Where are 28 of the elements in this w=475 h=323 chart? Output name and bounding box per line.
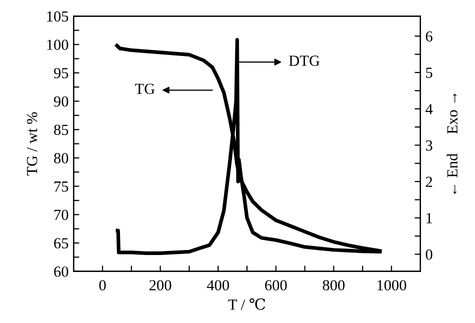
- x-axis-title: T / ℃: [228, 298, 266, 310]
- x-tick-label: 1000: [378, 280, 406, 290]
- y2-tick-label: 5: [426, 68, 432, 78]
- y-tick-label: 85: [54, 124, 68, 136]
- y-tick-label: 100: [47, 40, 68, 50]
- annotation: TG: [135, 84, 155, 94]
- x-tick-label: 0: [99, 280, 106, 290]
- y-tick-label: 75: [54, 182, 68, 192]
- x-tick-label: 200: [150, 280, 172, 290]
- y-tick-label: 95: [54, 68, 68, 78]
- y2-tick-label: 0: [426, 249, 432, 260]
- y2-axis-title: ← End Exo →: [446, 94, 458, 194]
- y-tick-label: 60: [54, 266, 68, 277]
- y-tick-label: 80: [54, 153, 68, 164]
- y2-tick-label: 2: [426, 176, 432, 187]
- annotation: DTG: [289, 56, 320, 66]
- y2-tick-label: 6: [426, 31, 432, 42]
- y-tick-label: 70: [54, 210, 68, 220]
- y2-tick-label: 4: [426, 104, 433, 114]
- y-tick-label: 105: [47, 11, 68, 22]
- y-axis-title: TG / wt %: [26, 112, 38, 176]
- y-tick-label: 90: [54, 96, 68, 107]
- x-tick-label: 400: [206, 280, 229, 290]
- x-tick-label: 600: [265, 280, 287, 290]
- y2-tick-label: 3: [426, 140, 432, 151]
- y-tick-label: 65: [54, 238, 68, 248]
- x-tick-label: 800: [322, 280, 345, 290]
- y2-tick-label: 1: [426, 213, 432, 224]
